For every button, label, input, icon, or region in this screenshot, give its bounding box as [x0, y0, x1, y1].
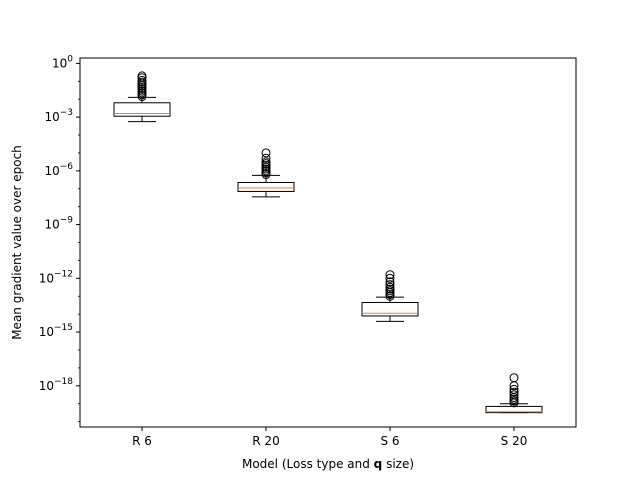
outlier-point [137, 92, 147, 102]
y-tick-label: 10−6 [44, 162, 73, 178]
outlier-point [261, 169, 271, 179]
outlier-point [509, 381, 519, 391]
y-tick-label: 10−18 [39, 377, 74, 393]
x-tick-label: R 20 [252, 434, 279, 448]
outlier-point [509, 387, 519, 397]
boxes-layer [113, 71, 543, 414]
outlier-point [385, 273, 395, 283]
y-tick-label: 10−15 [39, 323, 73, 339]
outlier-point [385, 291, 395, 301]
outlier-point [261, 148, 271, 158]
y-tick-label: 10−9 [44, 216, 73, 232]
x-axis-label: Model (Loss type and q size) [242, 457, 414, 471]
box-group [113, 71, 171, 123]
y-axis: 100 10−3 10−6 10−9 10−12 10−15 10−18 [39, 54, 80, 423]
outlier-point [261, 153, 271, 163]
x-tick-label: S 6 [380, 434, 399, 448]
outlier-point [385, 270, 395, 280]
box-group [237, 148, 295, 198]
box [237, 181, 295, 192]
plot-area [79, 57, 577, 428]
y-tick-label: 100 [52, 54, 73, 70]
box-group [361, 270, 419, 322]
outlier-point [509, 398, 519, 408]
y-tick-label: 10−3 [44, 108, 73, 124]
box [361, 302, 419, 317]
x-axis: R 6 R 20 S 6 S 20 [132, 427, 527, 448]
box [113, 102, 171, 117]
x-tick-label: R 6 [132, 434, 152, 448]
y-axis-label: Mean gradient value over epoch [10, 145, 24, 340]
box-group [485, 373, 543, 414]
outlier-point [385, 277, 395, 287]
x-tick-label: S 20 [501, 434, 528, 448]
y-tick-label: 10−12 [39, 269, 73, 285]
